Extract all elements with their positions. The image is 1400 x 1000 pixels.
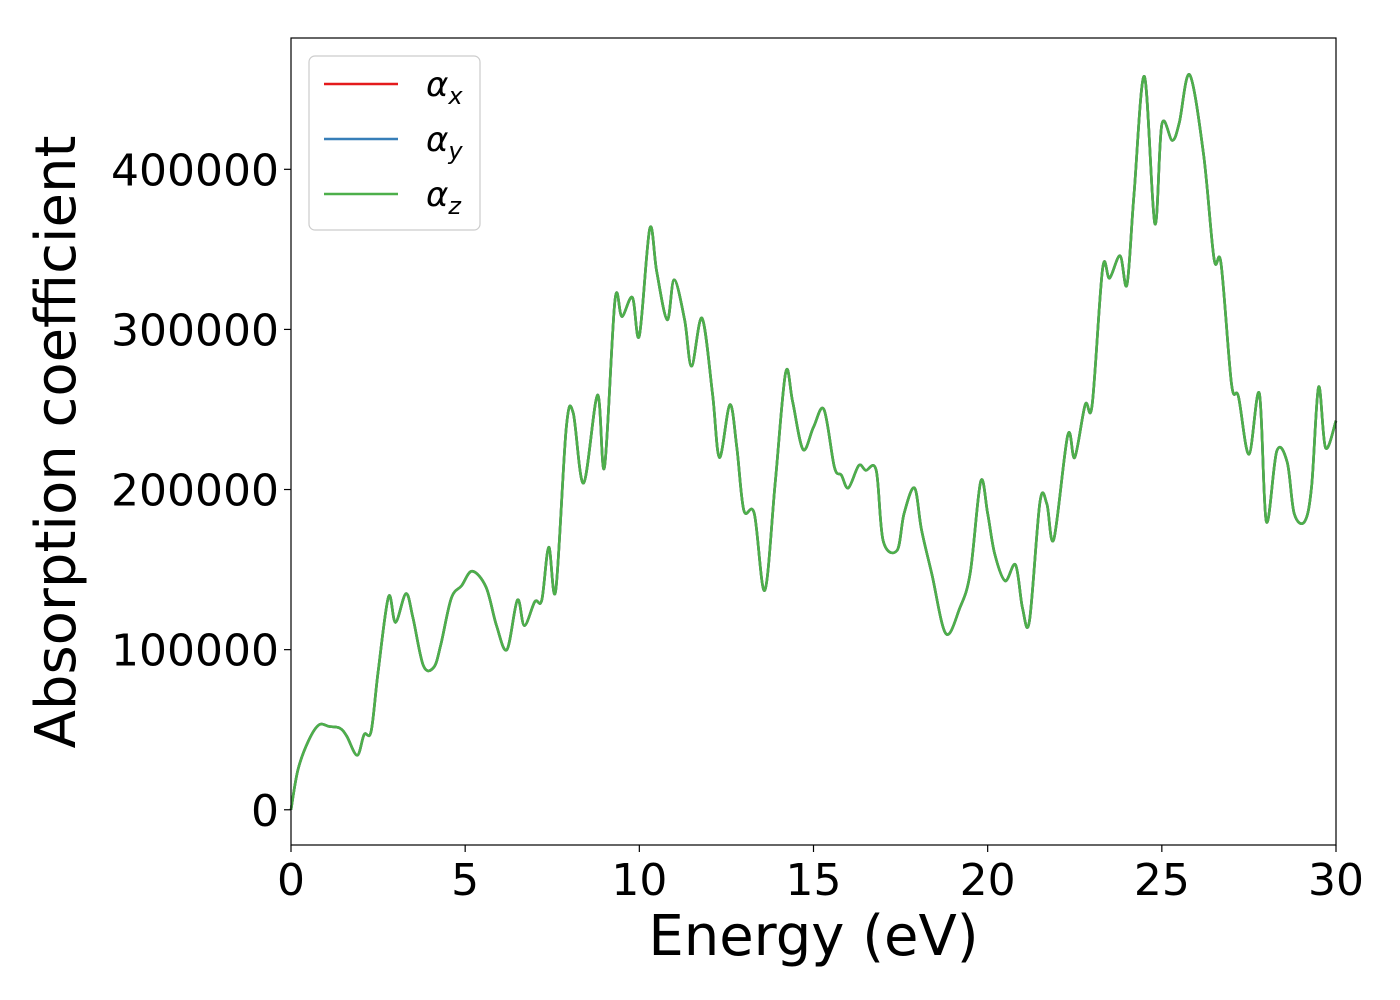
y-tick-label: 0 xyxy=(251,786,279,837)
x-axis-ticks: 0 5 10 15 20 25 30 xyxy=(277,845,1364,906)
x-tick-label: 10 xyxy=(611,855,667,906)
y-tick-label: 400000 xyxy=(111,145,279,196)
series-layer xyxy=(289,73,1338,810)
legend-label-y: αy xyxy=(426,120,463,165)
x-tick-label: 20 xyxy=(960,855,1016,906)
y-tick-label: 100000 xyxy=(111,626,279,677)
legend-box xyxy=(308,55,481,231)
legend-label-x: αx xyxy=(426,65,463,110)
legend-entries: αx αy αz xyxy=(324,65,463,220)
y-tick-label: 300000 xyxy=(111,305,279,356)
y-axis-label: Absorption coefficient xyxy=(24,136,89,749)
x-tick-label: 5 xyxy=(451,855,479,906)
series-line-z xyxy=(289,73,1338,810)
y-tick-label: 200000 xyxy=(111,466,279,517)
legend: αx αy αz xyxy=(308,55,481,231)
x-tick-label: 15 xyxy=(786,855,842,906)
x-tick-label: 25 xyxy=(1134,855,1190,906)
x-tick-label: 0 xyxy=(277,855,305,906)
x-axis-label: Energy (eV) xyxy=(648,904,978,969)
y-axis-ticks: 0 100000 200000 300000 400000 xyxy=(111,145,291,837)
x-tick-label: 30 xyxy=(1308,855,1364,906)
legend-label-z: αz xyxy=(426,175,462,220)
